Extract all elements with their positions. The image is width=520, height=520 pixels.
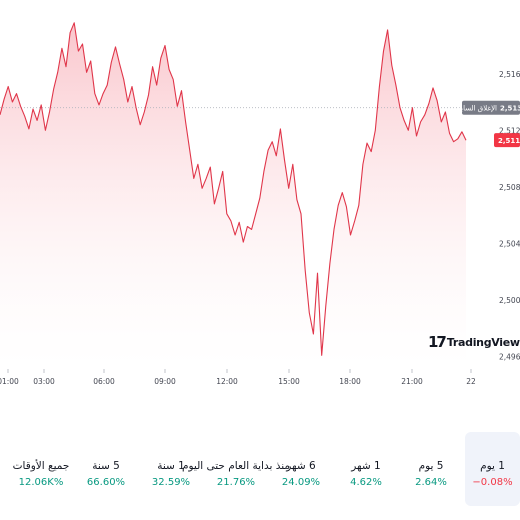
period-tab[interactable]: 1 شهر 4.62% (335, 432, 397, 506)
y-tick-label: 2,500.00 (499, 296, 520, 305)
tradingview-logo-mark: 17 (428, 333, 447, 351)
price-chart[interactable]: 2,516.00 2,512.00 2,508.00 2,504.00 2,500.00… (0, 0, 520, 430)
price-line (0, 22, 467, 356)
x-tick-label: 15:00 (278, 377, 300, 386)
tradingview-logo-text: TradingView (446, 335, 520, 349)
y-tick-label: 2,516.00 (499, 70, 520, 79)
period-tab[interactable]: 1 يوم −0.08% (465, 432, 520, 506)
x-tick-label: 09:00 (154, 377, 176, 386)
period-label: 1 سنة (157, 460, 185, 472)
x-tick-label: 06:00 (93, 377, 115, 386)
previous-close-label-bg (462, 100, 520, 115)
x-tick-label: 12:00 (216, 377, 238, 386)
previous-close-label-text: الإغلاق السابق (455, 105, 497, 113)
last-price-label: 2,511.31 (494, 133, 520, 148)
price-area-fill (0, 22, 466, 369)
period-tab[interactable]: 6 شهر 24.09% (270, 432, 332, 506)
x-tick-label: 03:00 (33, 377, 55, 386)
period-tab[interactable]: 5 يوم 2.64% (400, 432, 462, 506)
period-tabs: 1 يوم −0.08% 5 يوم 2.64% 1 شهر 4.62% 6 شهر 24.0… (0, 432, 520, 506)
y-tick-label: 2,508.00 (499, 183, 520, 192)
period-change: 66.60% (86, 477, 126, 488)
x-tick-label: 21:00 (401, 377, 423, 386)
x-tick-label: 22 (466, 377, 476, 386)
tradingview-logo: 17 TradingView (428, 333, 520, 351)
period-label: 1 يوم (480, 460, 505, 472)
period-tab[interactable]: جميع الأوقات 12.06K% (10, 432, 72, 506)
last-price-label-bg (494, 133, 520, 148)
x-tick-label: 18:00 (339, 377, 361, 386)
y-tick-label: 2,496.00 (499, 353, 520, 362)
period-label: 5 سنة (92, 460, 120, 472)
period-tab[interactable]: 5 سنة 66.60% (75, 432, 137, 506)
period-change: 12.06K% (18, 477, 64, 488)
period-label: منذ بداية العام حتى اليوم (181, 460, 291, 472)
period-change: 32.59% (151, 477, 191, 488)
period-change: 2.64% (415, 477, 447, 488)
period-tab[interactable]: 1 سنة 32.59% (140, 432, 202, 506)
period-label: 6 شهر (286, 460, 316, 472)
last-price-value: 2,511.31 (498, 137, 520, 145)
period-change: −0.08% (472, 477, 513, 488)
x-tick-label: 01:00 (0, 377, 19, 386)
y-tick-label: 2,512.00 (499, 126, 520, 135)
previous-close-value: 2,513.60 (500, 105, 520, 113)
y-tick-label: 2,504.00 (499, 240, 520, 249)
period-change: 21.76% (216, 477, 256, 488)
period-change: 24.09% (281, 477, 321, 488)
period-change: 4.62% (350, 477, 382, 488)
period-label: جميع الأوقات (12, 460, 70, 472)
period-tab[interactable]: منذ بداية العام حتى اليوم 21.76% (182, 432, 290, 506)
period-label: 5 يوم (418, 460, 444, 472)
period-label: 1 شهر (351, 460, 381, 472)
